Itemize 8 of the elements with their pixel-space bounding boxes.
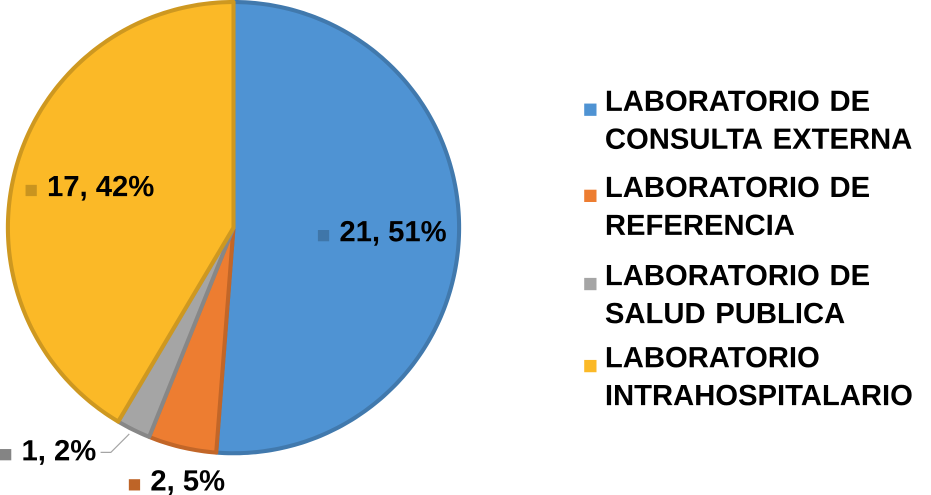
legend-label: LABORATORIO DE REFERENCIA bbox=[606, 176, 869, 236]
legend-label: LABORATORIO DE CONSULTA EXTERNA bbox=[606, 90, 912, 150]
legend-label: LABORATORIO DE SALUD PUBLICA bbox=[606, 264, 869, 324]
legend-label: LABORATORIO INTRAHOSPITALARIO bbox=[606, 346, 912, 406]
data-label: 17, 42% bbox=[48, 176, 154, 201]
data-label: 21, 51% bbox=[340, 220, 446, 246]
data-label: 2, 5% bbox=[151, 470, 224, 495]
data-label: 1, 2% bbox=[23, 440, 96, 465]
